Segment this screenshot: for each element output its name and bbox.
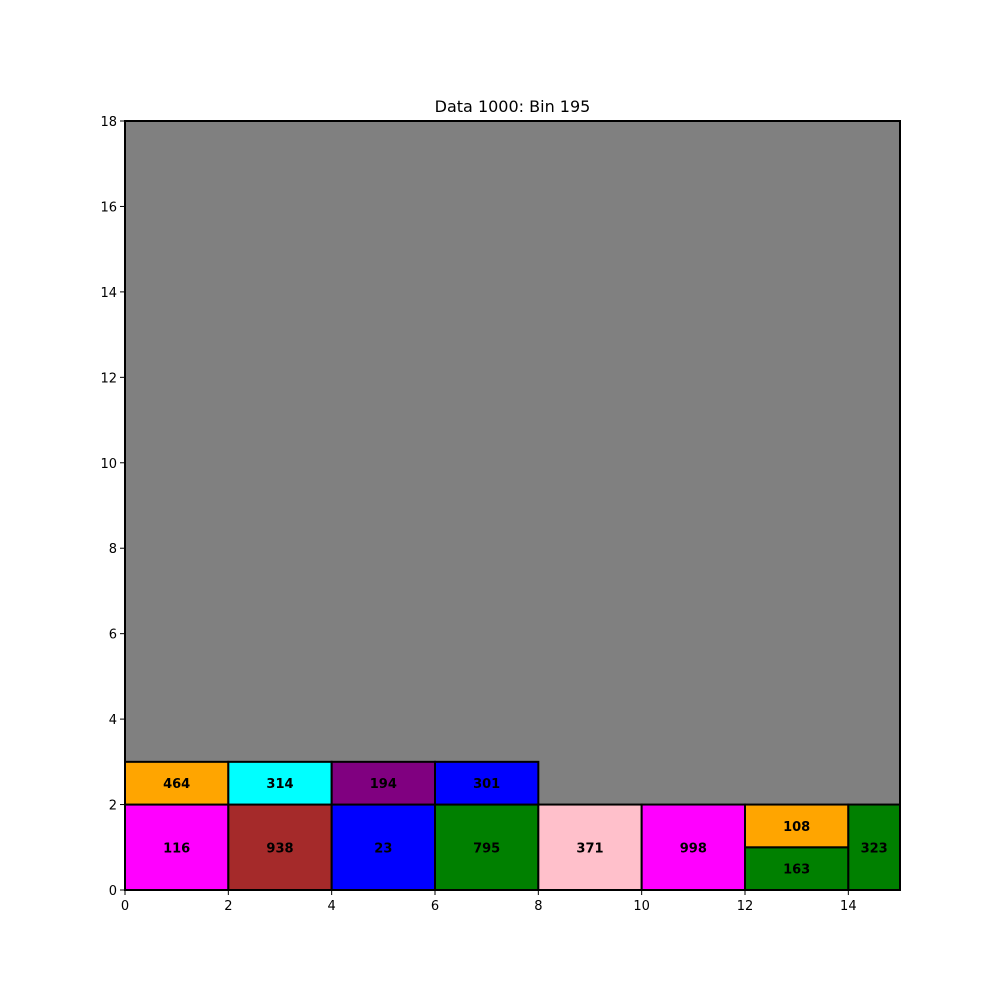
- y-tick-label: 18: [100, 115, 117, 130]
- rect-label-23: 23: [374, 841, 392, 856]
- rect-label-464: 464: [163, 777, 190, 792]
- rect-116: [124, 803, 230, 891]
- rect-label-108: 108: [783, 820, 810, 835]
- x-tick-label: 14: [840, 899, 857, 914]
- ticks-layer: 0 2 4 6 8 10 12 14 0 2 4 6 8 10 12 14 16 18: [100, 115, 856, 914]
- y-tick-label: 4: [109, 713, 117, 728]
- x-tick-label: 12: [737, 899, 754, 914]
- x-tick-label: 2: [224, 899, 232, 914]
- rect-314: [227, 760, 333, 806]
- rect-label-163: 163: [783, 863, 810, 878]
- rect-label-194: 194: [370, 777, 397, 792]
- rect-label-323: 323: [861, 841, 888, 856]
- x-tick-label: 8: [534, 899, 542, 914]
- plot-frame: [124, 120, 901, 891]
- rects-layer: 116 938 23 795 371 998 163 108 323 464 314 194 301: [124, 760, 901, 891]
- rect-label-314: 314: [266, 777, 293, 792]
- rect-label-116: 116: [163, 841, 190, 856]
- x-tick-label: 10: [633, 899, 650, 914]
- rect-301: [434, 760, 540, 806]
- rect-323: [847, 803, 901, 891]
- y-tick-label: 0: [109, 884, 117, 899]
- rect-label-371: 371: [576, 841, 603, 856]
- rect-label-795: 795: [473, 841, 500, 856]
- rect-label-301: 301: [473, 777, 500, 792]
- rect-108: [744, 803, 850, 849]
- x-tick-label: 4: [328, 899, 336, 914]
- y-tick-label: 2: [109, 799, 117, 814]
- chart-title: Data 1000: Bin 195: [435, 97, 591, 116]
- rect-163: [744, 846, 850, 891]
- y-tick-label: 8: [109, 542, 117, 557]
- x-tick-label: 6: [431, 899, 439, 914]
- x-tick-label: 0: [121, 899, 129, 914]
- y-tick-label: 12: [100, 371, 117, 386]
- rect-label-938: 938: [266, 841, 293, 856]
- y-tick-label: 6: [109, 628, 117, 643]
- y-tick-label: 14: [100, 286, 117, 301]
- rect-23: [330, 803, 436, 891]
- y-tick-label: 10: [100, 457, 117, 472]
- rect-label-998: 998: [680, 841, 707, 856]
- y-tick-label: 16: [100, 200, 117, 215]
